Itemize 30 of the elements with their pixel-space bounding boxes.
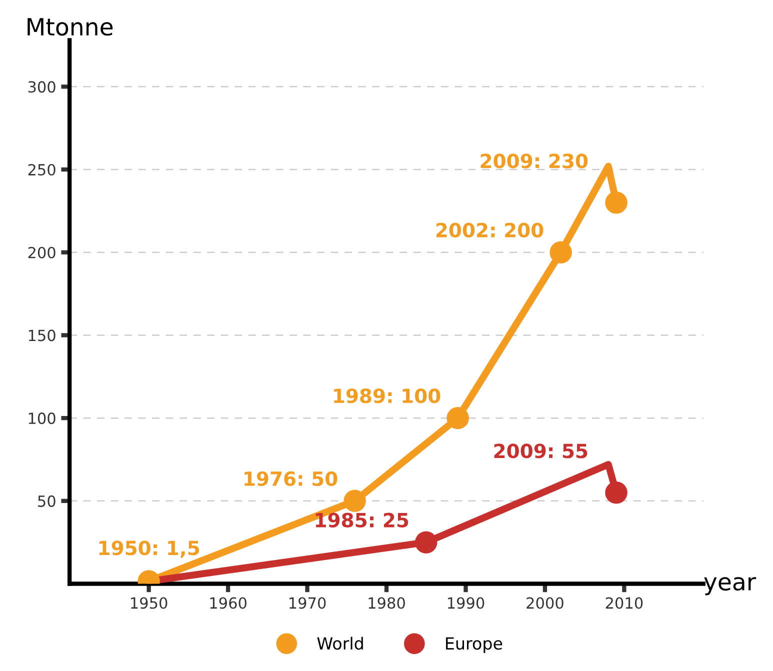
x-tick-label: 2000 xyxy=(526,597,564,609)
data-label: 2002: 200 xyxy=(436,222,544,238)
y-tick-label: 300 xyxy=(28,81,56,93)
point xyxy=(605,482,628,504)
y-tick-label: 200 xyxy=(28,246,56,258)
y-tick-label: 250 xyxy=(28,164,56,176)
y-tick-label: 50 xyxy=(38,495,56,507)
x-tick-label: 1980 xyxy=(368,597,405,609)
data-label: 1950: 1,5 xyxy=(99,540,199,558)
y-axis-title: Mtonne xyxy=(28,18,113,36)
legend-label: Europe xyxy=(446,637,502,653)
y-tick-label: 150 xyxy=(28,330,56,342)
x-tick-label: 1960 xyxy=(210,597,246,609)
legend-label: World xyxy=(317,636,363,650)
point xyxy=(415,531,438,554)
x-tick-label: 2010 xyxy=(606,597,643,609)
x-tick-label: 1970 xyxy=(290,597,326,609)
data-label: 1989: 100 xyxy=(334,388,440,404)
data-label: 2009: 55 xyxy=(494,444,588,458)
data-label: 1976: 50 xyxy=(244,471,338,486)
point xyxy=(605,192,628,214)
y-tick-label: 100 xyxy=(28,412,56,424)
point xyxy=(344,490,366,512)
x-axis-title: year xyxy=(704,577,756,596)
data-label: 1985: 25 xyxy=(316,512,408,528)
data-label: 2009: 230 xyxy=(480,154,588,168)
point xyxy=(550,241,572,264)
x-tick-label: 1990 xyxy=(448,597,484,609)
point xyxy=(446,406,469,430)
x-tick-label: 1950 xyxy=(131,597,168,609)
